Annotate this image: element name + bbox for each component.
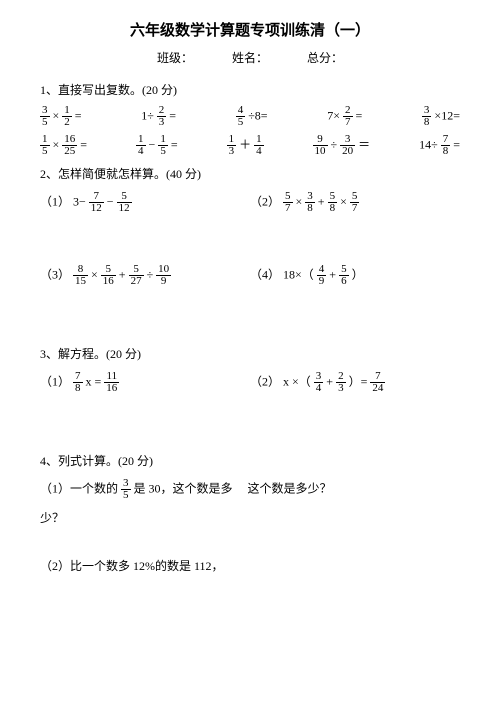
header-line: 班级： 姓名： 总分： xyxy=(40,49,460,67)
s1r1e: 38 ×12= xyxy=(422,105,460,128)
s1r2d: 910 ÷ 320 ＝ xyxy=(313,134,371,157)
s1-row2: 15 × 1625 = 14 − 15 = 13 ＋ 14 910 ÷ 320 … xyxy=(40,134,460,157)
s2q1: （1） 3− 712 − 512 xyxy=(40,191,250,214)
s4q1-line2: 少？ xyxy=(40,509,460,527)
s2q3: （3） 815 × 516 + 527 ÷ 109 xyxy=(40,264,250,287)
section-2: 2、怎样简便就怎样算。(40 分) （1） 3− 712 − 512 （2） 5… xyxy=(40,165,460,337)
class-field: 班级： xyxy=(157,51,193,65)
s1r2e: 14÷ 78 = xyxy=(419,134,460,157)
section-4-label: 4、列式计算。(20 分) xyxy=(40,452,460,470)
s2q4: （4） 18×（ 49 + 56 ） xyxy=(250,264,460,287)
section-3: 3、解方程。(20 分) （1） 78 x = 1116 （2） x ×（ 34… xyxy=(40,345,460,444)
s1r2b: 14 − 15 = xyxy=(136,134,178,157)
s1r1b: 1÷ 23 = xyxy=(141,105,176,128)
page-title: 六年级数学计算题专项训练清（一） xyxy=(40,20,460,43)
section-1-label: 1、直接写出复数。(20 分) xyxy=(40,81,460,99)
section-1: 1、直接写出复数。(20 分) 35 × 12 = 1÷ 23 = 45 ÷8=… xyxy=(40,81,460,157)
section-2-label: 2、怎样简便就怎样算。(40 分) xyxy=(40,165,460,183)
s3q1: （1） 78 x = 1116 xyxy=(40,371,250,394)
section-4: 4、列式计算。(20 分) （1）一个数的 35 是 30，这个数是多 这个数是… xyxy=(40,452,460,575)
name-field: 姓名： xyxy=(232,51,268,65)
s2q2: （2） 57 × 38 + 58 × 57 xyxy=(250,191,460,214)
s1r1c: 45 ÷8= xyxy=(236,105,268,128)
s4q1-line1: （1）一个数的 35 是 30，这个数是多 这个数是多少？ xyxy=(40,478,460,501)
section-3-label: 3、解方程。(20 分) xyxy=(40,345,460,363)
score-field: 总分： xyxy=(307,51,343,65)
s4q2: （2）比一个数多 12%的数是 112， xyxy=(40,557,460,575)
s1r2a: 15 × 1625 = xyxy=(40,134,87,157)
s1r1d: 7× 27 = xyxy=(327,105,362,128)
s1-row1: 35 × 12 = 1÷ 23 = 45 ÷8= 7× 27 = 38 ×12= xyxy=(40,105,460,128)
s1r2c: 13 ＋ 14 xyxy=(227,134,264,157)
s3q2: （2） x ×（ 34 + 23 ）= 724 xyxy=(250,371,460,394)
s1r1a: 35 × 12 = xyxy=(40,105,82,128)
